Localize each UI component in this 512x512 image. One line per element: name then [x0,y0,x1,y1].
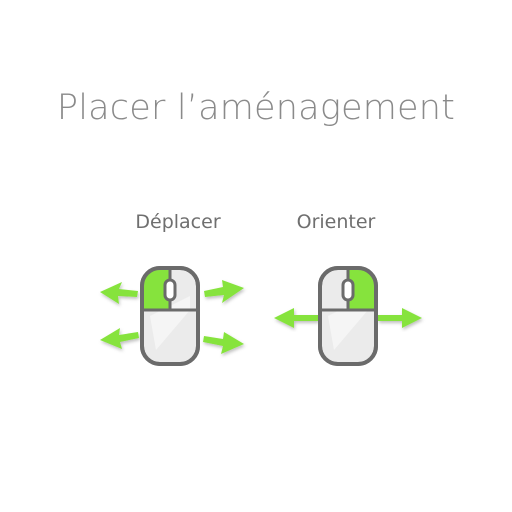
mouse-left-click-move-icon [100,266,244,366]
mouse-right-click-rotate-icon [274,266,422,366]
page-title: Placer l’aménagement [56,88,456,128]
rotate-label: Orienter [296,211,376,233]
move-label: Déplacer [135,211,221,233]
